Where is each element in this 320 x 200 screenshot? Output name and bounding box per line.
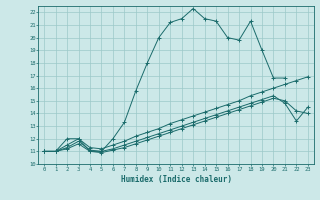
X-axis label: Humidex (Indice chaleur): Humidex (Indice chaleur) <box>121 175 231 184</box>
